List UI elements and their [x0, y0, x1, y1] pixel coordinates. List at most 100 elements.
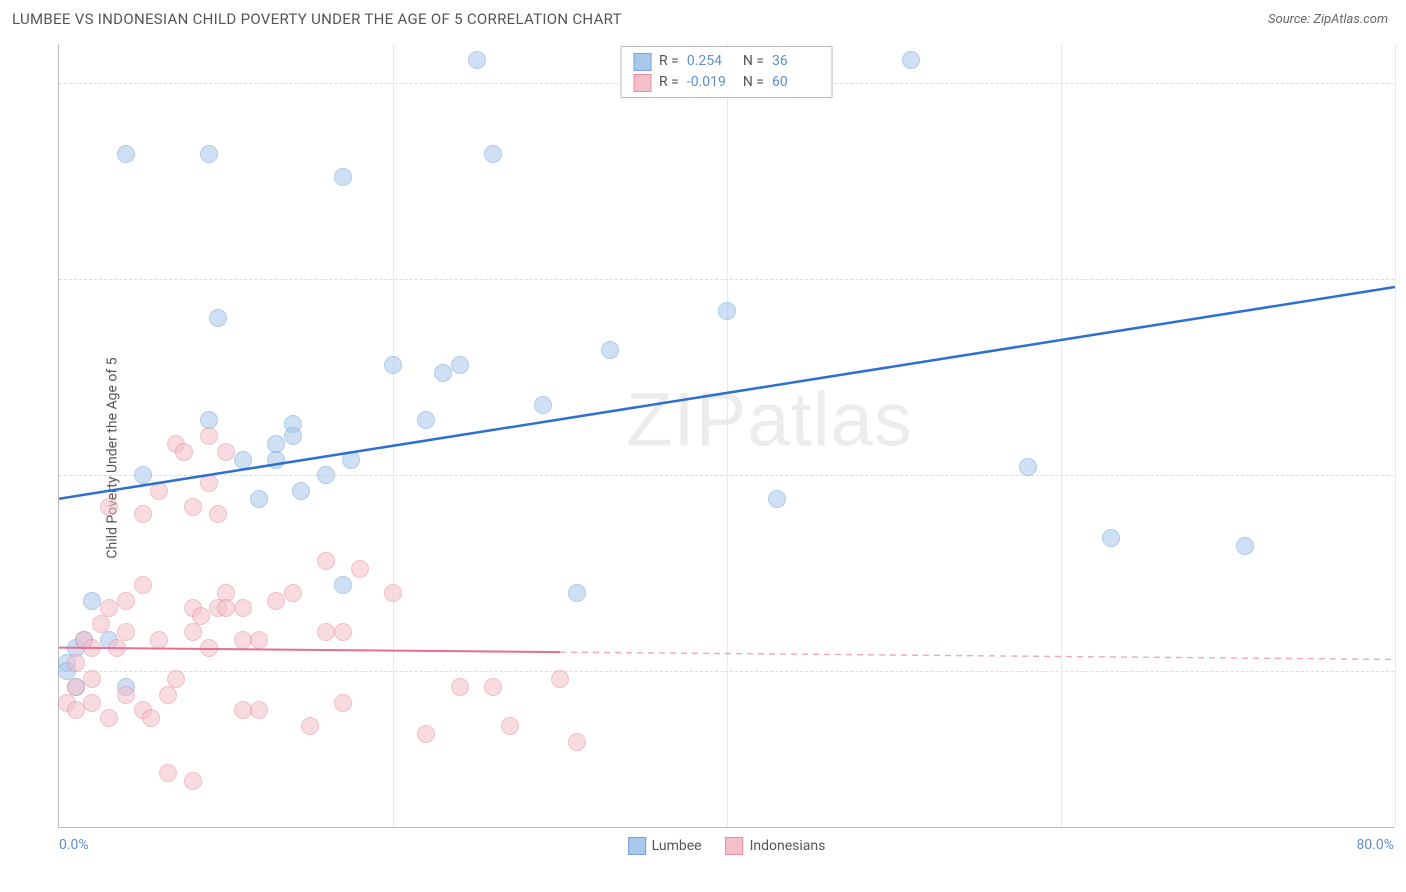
watermark: ZIPatlas [626, 376, 913, 463]
data-point [501, 717, 519, 735]
data-point [134, 466, 152, 484]
data-point [601, 341, 619, 359]
gridline-vertical [1395, 44, 1396, 827]
legend-label: Lumbee [652, 838, 702, 854]
data-point [334, 694, 352, 712]
data-point [150, 482, 168, 500]
data-point [134, 576, 152, 594]
data-point [317, 552, 335, 570]
data-point [217, 599, 235, 617]
y-tick-label: 50.0% [1398, 467, 1406, 483]
data-point [92, 615, 110, 633]
y-tick-label: 100.0% [1398, 75, 1406, 91]
data-point [417, 411, 435, 429]
legend-label: Indonesians [750, 838, 826, 854]
legend-item: Lumbee [628, 837, 702, 855]
data-point [67, 654, 85, 672]
data-point [768, 490, 786, 508]
n-value: 60 [772, 72, 820, 93]
data-point [417, 725, 435, 743]
source-value: ZipAtlas.com [1313, 12, 1388, 27]
data-point [200, 145, 218, 163]
data-point [175, 443, 193, 461]
data-point [334, 623, 352, 641]
data-point [100, 599, 118, 617]
data-point [167, 670, 185, 688]
data-point [209, 505, 227, 523]
legend-swatch [633, 74, 651, 92]
data-point [200, 427, 218, 445]
r-label: R = [659, 51, 679, 72]
data-point [1236, 537, 1254, 555]
x-tick-label: 0.0% [59, 837, 89, 853]
data-point [159, 764, 177, 782]
data-point [83, 670, 101, 688]
y-tick-label: 25.0% [1398, 663, 1406, 679]
plot-area: ZIPatlas R =0.254N =36R =-0.019N =60 Lum… [58, 44, 1394, 828]
data-point [67, 701, 85, 719]
n-value: 36 [772, 51, 820, 72]
r-value: 0.254 [687, 51, 735, 72]
data-point [209, 309, 227, 327]
legend-swatch [726, 837, 744, 855]
data-point [468, 51, 486, 69]
chart-title: LUMBEE VS INDONESIAN CHILD POVERTY UNDER… [12, 10, 622, 28]
data-point [184, 498, 202, 516]
data-point [301, 717, 319, 735]
data-point [292, 482, 310, 500]
data-point [267, 592, 285, 610]
legend-item: Indonesians [726, 837, 826, 855]
data-point [159, 686, 177, 704]
data-point [67, 678, 85, 696]
data-point [192, 607, 210, 625]
data-point [250, 490, 268, 508]
gridline-vertical [1061, 44, 1062, 827]
y-tick-label: 75.0% [1398, 271, 1406, 287]
data-point [200, 639, 218, 657]
legend-row: R =-0.019N =60 [633, 72, 820, 93]
gridline-vertical [393, 44, 394, 827]
data-point [334, 576, 352, 594]
trendline [59, 648, 560, 652]
data-point [117, 145, 135, 163]
source-attribution: Source: ZipAtlas.com [1268, 12, 1388, 27]
data-point [902, 51, 920, 69]
data-point [184, 623, 202, 641]
series-legend: Lumbee Indonesians [628, 837, 826, 855]
data-point [234, 451, 252, 469]
data-point [284, 427, 302, 445]
data-point [1102, 529, 1120, 547]
gridline-vertical [727, 44, 728, 827]
data-point [384, 584, 402, 602]
data-point [250, 631, 268, 649]
legend-row: R = 0.254 N = 36 [633, 51, 820, 72]
data-point [317, 466, 335, 484]
data-point [134, 505, 152, 523]
data-point [100, 709, 118, 727]
data-point [200, 474, 218, 492]
data-point [434, 364, 452, 382]
data-point [108, 639, 126, 657]
n-label: N = [743, 51, 764, 72]
data-point [217, 443, 235, 461]
n-label: N = [743, 72, 764, 93]
data-point [83, 694, 101, 712]
r-value: -0.019 [687, 72, 735, 93]
data-point [568, 584, 586, 602]
data-point [551, 670, 569, 688]
data-point [184, 772, 202, 790]
data-point [142, 709, 160, 727]
data-point [568, 733, 586, 751]
data-point [534, 396, 552, 414]
data-point [250, 701, 268, 719]
data-point [100, 498, 118, 516]
data-point [718, 302, 736, 320]
data-point [451, 356, 469, 374]
data-point [234, 701, 252, 719]
data-point [117, 592, 135, 610]
data-point [150, 631, 168, 649]
data-point [351, 560, 369, 578]
legend-swatch [628, 837, 646, 855]
data-point [451, 678, 469, 696]
legend-swatch [633, 53, 651, 71]
